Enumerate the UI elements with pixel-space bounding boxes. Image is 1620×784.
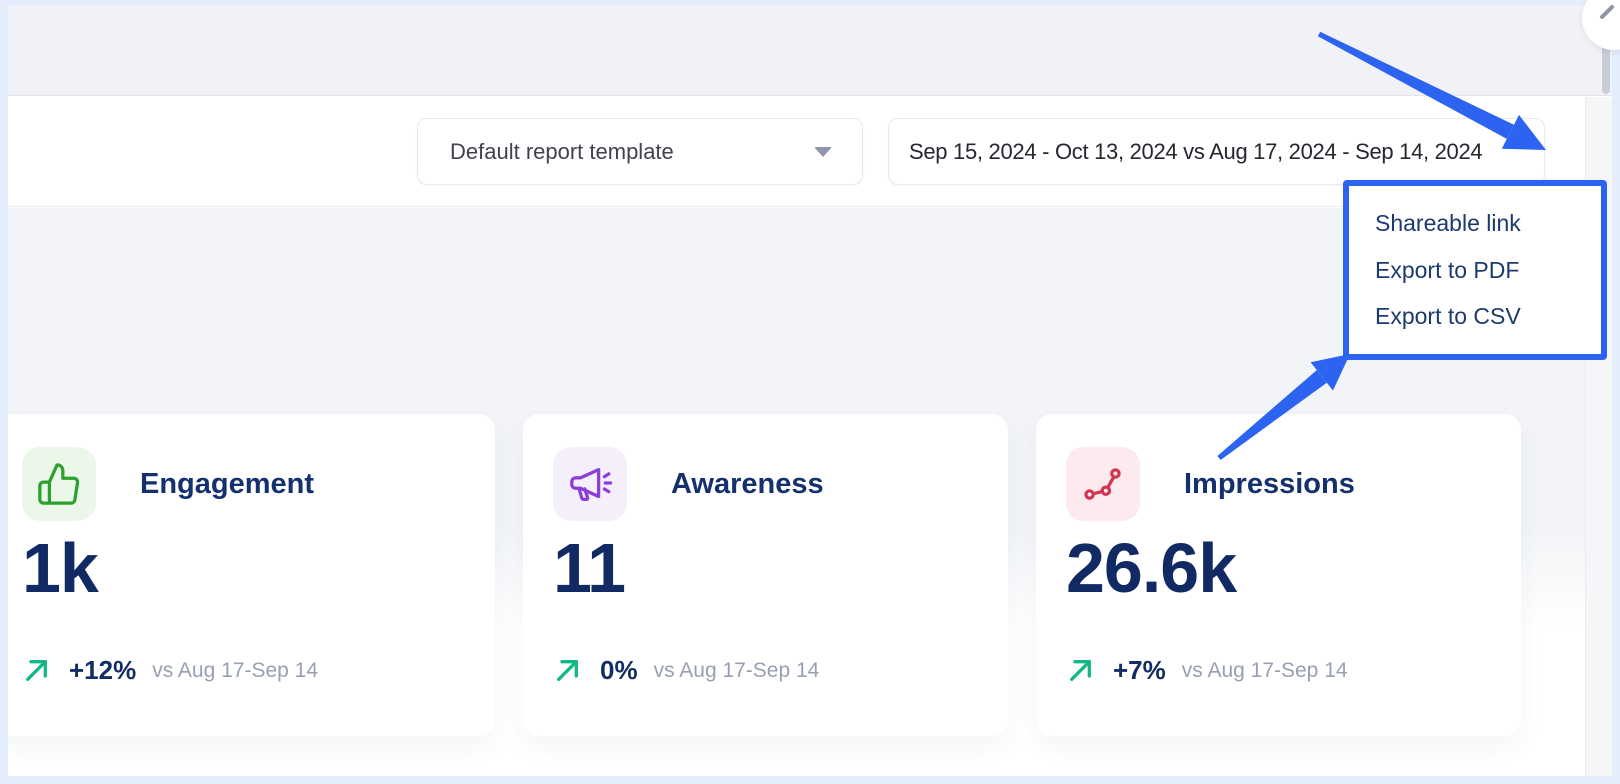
trend-up-arrow-icon (551, 654, 584, 687)
trend-up-arrow-icon (1064, 654, 1097, 687)
card-trend: +12% vs Aug 17-Sep 14 (20, 654, 318, 687)
thumbs-up-icon (22, 447, 96, 521)
scrollbar-thumb[interactable] (1602, 8, 1610, 94)
card-title: Engagement (140, 467, 315, 500)
card-header: Engagement (22, 447, 475, 521)
pen-icon (1599, 4, 1615, 20)
report-dashboard: Default report template Sep 15, 2024 - O… (8, 5, 1612, 776)
metric-card-impressions: Impressions 26.6k +7% vs Aug 17-Sep 14 (1036, 414, 1521, 736)
date-range-value: Sep 15, 2024 - Oct 13, 2024 vs Aug 17, 2… (909, 138, 1483, 164)
card-header: Impressions (1066, 447, 1501, 521)
card-value: 11 (553, 529, 626, 607)
chevron-down-icon (814, 146, 832, 157)
metric-card-engagement: Engagement 1k +12% vs Aug 17-Sep 14 (8, 414, 495, 736)
trend-compare-period: vs Aug 17-Sep 14 (1181, 658, 1348, 682)
trend-compare-period: vs Aug 17-Sep 14 (152, 658, 319, 682)
trend-change: +12% (69, 655, 137, 685)
trend-compare-period: vs Aug 17-Sep 14 (653, 658, 820, 682)
report-template-select-value: Default report template (450, 138, 674, 164)
card-trend: +7% vs Aug 17-Sep 14 (1064, 654, 1348, 687)
trend-up-arrow-icon (20, 654, 53, 687)
card-title: Awareness (671, 467, 824, 500)
date-range-picker[interactable]: Sep 15, 2024 - Oct 13, 2024 vs Aug 17, 2… (888, 118, 1545, 185)
card-header: Awareness (553, 447, 988, 521)
card-trend: 0% vs Aug 17-Sep 14 (551, 654, 819, 687)
top-spacer-band (8, 5, 1612, 96)
metric-card-awareness: Awareness 11 0% vs Aug 17-Sep 14 (523, 414, 1008, 736)
card-value: 1k (22, 529, 99, 607)
metrics-area: Engagement 1k +12% vs Aug 17-Sep 14 (8, 208, 1612, 776)
menu-item-export-csv[interactable]: Export to CSV (1375, 303, 1521, 330)
trend-change: 0% (600, 655, 638, 685)
menu-item-shareable-link[interactable]: Shareable link (1375, 209, 1521, 236)
megaphone-icon (553, 447, 627, 521)
trend-change: +7% (1113, 655, 1166, 685)
card-title: Impressions (1184, 467, 1355, 500)
scatter-dots-icon (1066, 447, 1140, 521)
export-dropdown-menu: Shareable link Export to PDF Export to C… (1343, 180, 1607, 360)
menu-item-export-pdf[interactable]: Export to PDF (1375, 256, 1520, 283)
report-template-select[interactable]: Default report template (417, 118, 863, 185)
card-value: 26.6k (1066, 529, 1237, 607)
